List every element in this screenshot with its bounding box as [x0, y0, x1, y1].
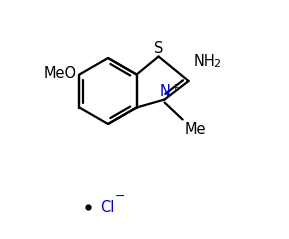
- Text: MeO: MeO: [43, 66, 76, 81]
- Text: 2: 2: [214, 59, 221, 69]
- Text: −: −: [115, 190, 125, 203]
- Text: Me: Me: [185, 121, 206, 136]
- Text: N: N: [159, 83, 170, 98]
- Text: +: +: [171, 82, 180, 92]
- Text: Cl: Cl: [100, 200, 114, 214]
- Text: NH: NH: [194, 54, 215, 69]
- Text: S: S: [154, 40, 163, 55]
